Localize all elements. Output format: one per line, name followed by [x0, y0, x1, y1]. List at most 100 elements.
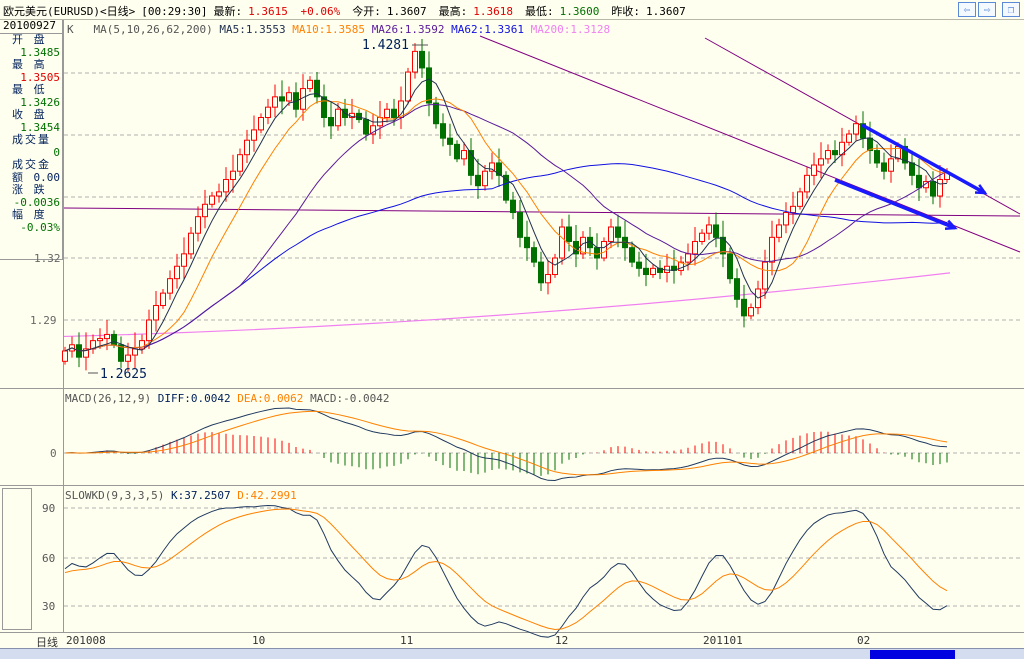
candle-up — [804, 174, 810, 193]
symbol-title: 欧元美元(EURUSD)<日线> — [3, 5, 136, 18]
info-value: -0.03% — [20, 220, 60, 234]
candle-up — [209, 195, 215, 205]
candle-down — [832, 150, 838, 156]
candle-up — [83, 348, 89, 358]
candle-up — [699, 232, 705, 242]
high-quote: 最高: 1.3618 — [438, 5, 513, 18]
y-tick-label: 1.29 — [30, 314, 57, 327]
candle-down — [594, 247, 600, 259]
candle-down — [447, 137, 453, 145]
candle-down — [440, 123, 446, 139]
macd-diff-value: DIFF:0.0042 — [157, 392, 231, 405]
low-quote: 最低: 1.3600 — [524, 5, 600, 18]
arrow-right-icon[interactable]: ⇨ — [978, 2, 996, 17]
info-label: 开 盘 — [12, 33, 47, 46]
x-tick-label: 201008 — [66, 634, 106, 647]
candle-up — [167, 278, 173, 294]
kd-tick-label: 90 — [42, 502, 56, 515]
candle-down — [496, 162, 502, 176]
candle-down — [426, 67, 432, 104]
info-value: 1.3505 — [20, 70, 60, 84]
candle-up — [384, 108, 390, 119]
candle-down — [321, 96, 327, 119]
kd-tick-label: 60 — [42, 552, 56, 565]
candle-up — [923, 181, 929, 189]
candle-up — [797, 191, 803, 207]
candle-up — [251, 129, 257, 141]
ma200-value: MA200:1.3128 — [530, 23, 611, 36]
candle-down — [930, 181, 936, 197]
candle-up — [846, 133, 852, 143]
info-value: 0 — [53, 145, 60, 159]
candle-down — [517, 212, 523, 238]
candle-down — [713, 224, 719, 238]
kd-tick-label: 30 — [42, 600, 56, 613]
axis-divider — [63, 20, 64, 632]
candle-up — [370, 125, 376, 135]
kd-side-box — [2, 488, 32, 630]
ma10-line — [64, 98, 948, 352]
candle-up — [650, 267, 656, 276]
candle-up — [818, 158, 824, 166]
candle-up — [482, 170, 488, 187]
macd-dea-line — [64, 410, 948, 476]
candle-down — [874, 150, 880, 164]
y-tick-label: 1.32 — [34, 252, 61, 265]
candle-up — [125, 354, 131, 362]
candle-up — [153, 305, 159, 321]
kd-k-line — [64, 505, 948, 638]
x-tick-label: 02 — [857, 634, 871, 647]
macd-value: MACD:-0.0042 — [310, 392, 390, 405]
candle-up — [888, 158, 894, 172]
candle-up — [265, 106, 271, 119]
candle-up — [223, 178, 229, 193]
candle-up — [104, 333, 110, 340]
candle-down — [531, 247, 537, 263]
candle-up — [748, 307, 754, 317]
candle-up — [230, 170, 236, 180]
candle-up — [769, 236, 775, 263]
title-bar: 欧元美元(EURUSD)<日线> [00:29:30] 最新: 1.3615 +0.0… — [0, 0, 1024, 20]
macd-legend: MACD(26,12,9) DIFF:0.0042 DEA:0.0062 MAC… — [65, 392, 390, 405]
candle-up — [398, 100, 404, 119]
candle-down — [643, 267, 649, 276]
candle-up — [307, 79, 313, 90]
candle-up — [461, 150, 467, 160]
candle-up — [937, 178, 943, 197]
candle-up — [489, 162, 495, 172]
window-restore-icon[interactable]: ❐ — [1002, 2, 1020, 17]
info-value: 0.00 — [33, 170, 61, 184]
high-annotation: 1.4281 — [362, 38, 409, 53]
candle-down — [657, 267, 663, 273]
candle-down — [741, 298, 747, 317]
candle-up — [776, 224, 782, 238]
candle-up — [335, 108, 341, 127]
candle-up — [181, 253, 187, 267]
candle-down — [314, 79, 320, 98]
candle-up — [559, 226, 565, 259]
candle-down — [615, 226, 621, 238]
candle-up — [853, 123, 859, 135]
candle-down — [538, 261, 544, 284]
candle-down — [510, 199, 516, 214]
candle-down — [468, 150, 474, 176]
candle-up — [272, 96, 278, 108]
candle-up — [692, 240, 698, 255]
candle-down — [391, 108, 397, 119]
info-value: 1.3485 — [20, 45, 60, 59]
candle-up — [237, 154, 243, 172]
arrow-left-icon[interactable]: ⇦ — [958, 2, 976, 17]
x-tick-label: 201101 — [703, 634, 743, 647]
kd-d-value: D:42.2991 — [237, 489, 297, 502]
ma200-line — [63, 272, 951, 338]
candle-down — [902, 145, 908, 164]
candle-up — [195, 216, 201, 234]
candle-up — [286, 92, 292, 102]
candle-down — [566, 226, 572, 242]
info-value: 1.3426 — [20, 95, 60, 109]
candle-up — [216, 191, 222, 197]
candle-up — [706, 224, 712, 234]
candle-up — [202, 203, 208, 218]
macd-zero-label: 0 — [50, 447, 57, 460]
